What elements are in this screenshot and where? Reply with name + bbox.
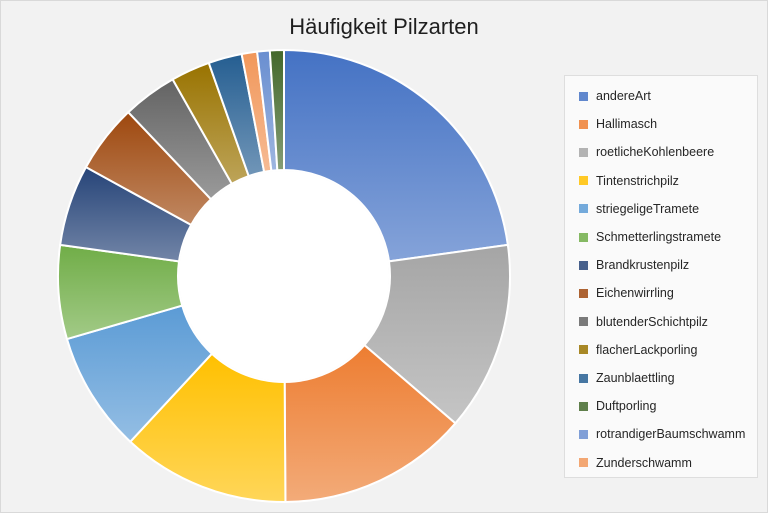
legend-item: striegeligeTramete — [579, 200, 699, 218]
legend-swatch — [579, 204, 588, 214]
legend-swatch — [579, 147, 588, 157]
legend-item: Brandkrustenpilz — [579, 256, 689, 274]
legend-label: Duftporling — [596, 399, 657, 414]
legend-label: andereArt — [596, 89, 651, 103]
legend-label: Brandkrustenpilz — [596, 258, 690, 273]
legend: andereArt Hallimasch roetlicheKohlenbeere T… — [564, 75, 758, 478]
slices-group — [57, 48, 511, 504]
legend-swatch — [579, 401, 588, 411]
legend-label: blutenderSchichtpilz — [596, 314, 708, 329]
legend-item: Zaunblaettling — [579, 369, 675, 387]
legend-label: striegeligeTramete — [596, 201, 700, 216]
doughnut-hole — [179, 171, 389, 381]
legend-swatch — [579, 458, 588, 468]
legend-swatch — [579, 91, 588, 101]
legend-swatch — [579, 317, 588, 327]
legend-swatch — [579, 373, 588, 383]
legend-item: flacherLackporling — [579, 341, 697, 359]
legend-label: Hallimasch — [596, 117, 658, 132]
legend-swatch — [579, 288, 588, 298]
legend-item: andereArt — [579, 87, 651, 105]
legend-swatch — [579, 345, 588, 355]
legend-label: Schmetterlingstramete — [596, 230, 722, 244]
slice-Duftporling — [268, 48, 285, 172]
legend-item: Schmetterlingstramete — [579, 228, 721, 246]
chart-title: Häufigkeit Pilzarten — [289, 14, 479, 39]
legend-item: Tintenstrichpilz — [579, 172, 679, 190]
slice-Hallimasch — [283, 343, 457, 504]
legend-item: rotrandigerBaumschwamm — [579, 425, 745, 443]
slice-roetlicheKohlenbeere — [362, 243, 511, 425]
legend-item: Eichenwirrling — [579, 284, 674, 302]
slice-andereArt — [283, 48, 509, 263]
legend-item: Hallimasch — [579, 115, 657, 133]
legend-item: Duftporling — [579, 397, 656, 415]
legend-item: Zunderschwamm — [579, 454, 692, 472]
legend-item: roetlicheKohlenbeere — [579, 143, 714, 161]
legend-label: Tintenstrichpilz — [596, 173, 679, 188]
legend-label: Zunderschwamm — [596, 455, 692, 470]
legend-label: flacherLackporling — [596, 342, 698, 357]
legend-swatch — [579, 429, 588, 439]
legend-label: roetlicheKohlenbeere — [596, 145, 715, 160]
legend-label: rotrandigerBaumschwamm — [596, 427, 746, 442]
legend-label: Eichenwirrling — [596, 286, 674, 301]
legend-swatch — [579, 232, 588, 242]
legend-item: blutenderSchichtpilz — [579, 313, 708, 331]
legend-label: Zaunblaettling — [596, 371, 675, 385]
legend-swatch — [579, 260, 588, 270]
legend-swatch — [579, 119, 588, 129]
legend-swatch — [579, 176, 588, 186]
